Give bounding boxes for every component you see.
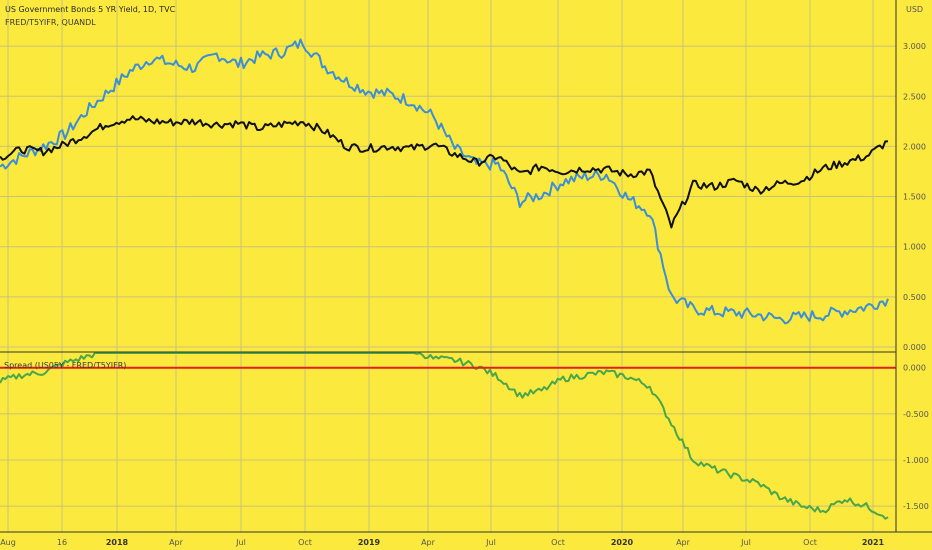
xtick-label: Jul	[235, 538, 246, 547]
ytick-main: 0.500	[903, 293, 926, 302]
spread-legend: Spread (US05Y - FRED/T5YIFR)	[4, 361, 126, 370]
ytick-spread: -1.000	[903, 456, 929, 465]
xtick-label: Oct	[803, 538, 817, 547]
xtick-label: Aug	[0, 538, 16, 547]
xtick-label: 2018	[106, 538, 129, 547]
xtick-label: 16	[57, 538, 67, 547]
chart-subtitle: FRED/T5YIFR, QUANDL	[5, 18, 96, 27]
series-line-spread[interactable]	[0, 352, 889, 520]
price-scale[interactable]: 3.000 2.500 2.000 1.500 1.000 0.500 0.000 0.000…	[903, 42, 929, 511]
xtick-label: Jul	[485, 538, 496, 547]
ytick-main: 2.000	[903, 142, 926, 151]
grid	[0, 0, 896, 532]
xtick-label: Oct	[551, 538, 565, 547]
xtick-label: Apr	[169, 538, 184, 547]
ytick-spread: 0.000	[903, 364, 926, 373]
xtick-label: Jul	[740, 538, 751, 547]
ytick-main: 0.000	[903, 343, 926, 352]
ytick-spread: -1.500	[903, 502, 929, 511]
chart-title: US Government Bonds 5 YR Yield, 1D, TVC	[5, 5, 176, 14]
xtick-label: Apr	[676, 538, 691, 547]
ytick-spread: -0.500	[903, 410, 929, 419]
time-scale[interactable]: Aug 16 2018 Apr Jul Oct 2019 Apr Jul Oct 2020 Apr Ju…	[0, 538, 884, 547]
ytick-main: 1.000	[903, 243, 926, 252]
series-layer	[0, 38, 896, 520]
xtick-label: 2020	[611, 538, 634, 547]
currency-label: USD	[906, 5, 923, 14]
xtick-label: 2021	[862, 538, 885, 547]
series-line-t5yifr[interactable]	[0, 38, 889, 325]
ytick-main: 1.500	[903, 193, 926, 202]
xtick-label: 2019	[358, 538, 381, 547]
xtick-label: Apr	[421, 538, 436, 547]
series-line-us05y[interactable]	[0, 115, 888, 229]
ytick-main: 3.000	[903, 42, 926, 51]
xtick-label: Oct	[298, 538, 312, 547]
ytick-main: 2.500	[903, 92, 926, 101]
